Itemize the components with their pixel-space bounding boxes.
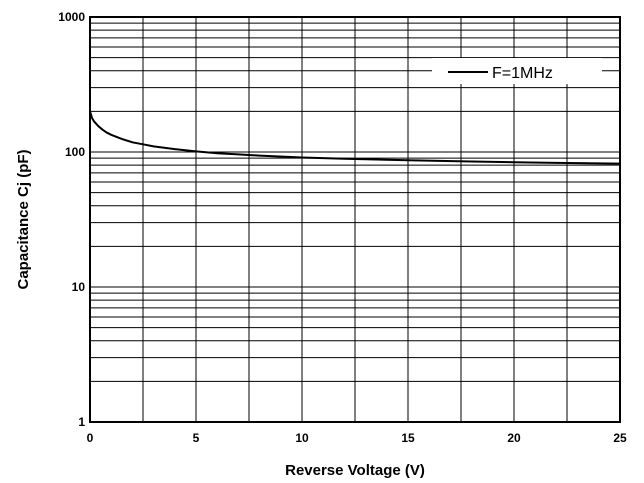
y-tick-label: 1 xyxy=(78,415,85,429)
legend: F=1MHz xyxy=(432,58,602,84)
y-tick-label: 10 xyxy=(72,280,86,294)
y-tick-label: 100 xyxy=(65,145,85,159)
series-line-f-1mhz xyxy=(89,111,621,165)
x-tick-label: 5 xyxy=(193,431,200,445)
x-tick-label: 15 xyxy=(401,431,415,445)
x-axis-label: Reverse Voltage (V) xyxy=(285,462,425,479)
x-tick-label: 20 xyxy=(507,431,521,445)
y-tick-label: 1000 xyxy=(58,10,85,24)
x-tick-label: 25 xyxy=(613,431,627,445)
tick-labels: 0 5 10 15 20 25 1 10 100 1000 xyxy=(58,10,627,445)
x-tick-label: 0 xyxy=(87,431,94,445)
legend-label-f-1mhz: F=1MHz xyxy=(492,65,553,82)
grid-lines xyxy=(90,17,620,422)
plot-frame xyxy=(89,16,621,423)
x-tick-label: 10 xyxy=(295,431,309,445)
y-axis-label: Capacitance Cj (pF) xyxy=(15,149,32,289)
